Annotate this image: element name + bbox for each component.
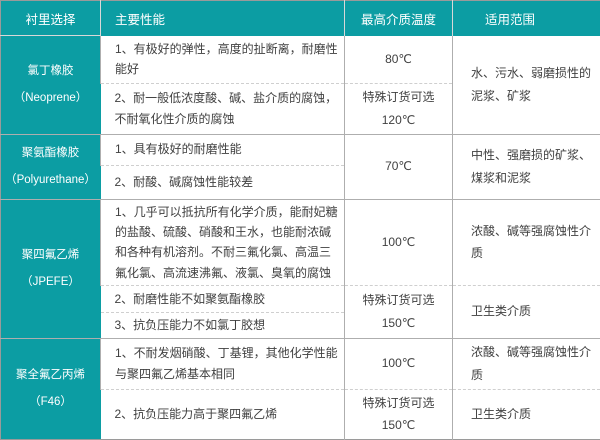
table-row: 聚四氟乙烯 （JPEFE）1、几乎可以抵抗所有化学介质，能耐妃糖 的盐酸、硫酸、…: [1, 199, 600, 286]
performance-cell: 3、抗负压能力不如氯丁胶想: [101, 313, 345, 338]
temperature-cell: 80℃: [345, 36, 453, 84]
temperature-cell: 特殊订货可选 120℃: [345, 84, 453, 135]
range-cell: 浓酸、碱等强腐蚀性介 质: [453, 199, 600, 286]
range-cell: 卫生类介质: [453, 389, 600, 440]
header-main-performance: 主要性能: [101, 1, 345, 36]
material-cell: 聚四氟乙烯 （JPEFE）: [1, 199, 101, 338]
performance-cell: 2、耐一般低浓度酸、碱、盐介质的腐蚀， 不耐氧化性介质的腐蚀: [101, 84, 345, 135]
temperature-cell: 70℃: [345, 134, 453, 199]
performance-cell: 1、不耐发烟硝酸、丁基锂，其他化学性能 与聚四氟乙烯基本相同: [101, 338, 345, 389]
material-cell: 聚氨酯橡胶 （Polyurethane）: [1, 134, 101, 199]
performance-cell: 2、抗负压能力高于聚四氟乙烯: [101, 389, 345, 440]
temperature-cell: 100℃: [345, 338, 453, 389]
range-cell: 浓酸、碱等强腐蚀性介 质: [453, 338, 600, 389]
material-cell: 聚全氟乙丙烯 （F46）: [1, 338, 101, 440]
header-max-medium-temperature: 最高介质温度: [345, 1, 453, 36]
temperature-cell: 特殊订货可选 150℃: [345, 389, 453, 440]
performance-cell: 1、几乎可以抵抗所有化学介质，能耐妃糖 的盐酸、硫酸、硝酸和王水，也能耐浓碱 和…: [101, 199, 345, 286]
table-header: 衬里选择 主要性能 最高介质温度 适用范围: [1, 1, 600, 36]
temperature-cell: 100℃: [345, 199, 453, 286]
range-cell: 中性、强磨损的矿浆、 煤浆和泥浆: [453, 134, 600, 199]
material-cell: 氯丁橡胶 （Neoprene）: [1, 36, 101, 135]
header-applicable-range: 适用范围: [453, 1, 600, 36]
performance-cell: 2、耐磨性能不如聚氨酯橡胶: [101, 286, 345, 313]
temperature-cell: 特殊订货可选 150℃: [345, 286, 453, 338]
range-cell: 水、污水、弱磨损性的 泥浆、矿浆: [453, 36, 600, 135]
header-row: 衬里选择 主要性能 最高介质温度 适用范围: [1, 1, 600, 36]
performance-cell: 1、具有极好的耐磨性能: [101, 134, 345, 165]
header-lining-selection: 衬里选择: [1, 1, 101, 36]
table-row: 聚全氟乙丙烯 （F46）1、不耐发烟硝酸、丁基锂，其他化学性能 与聚四氟乙烯基本…: [1, 338, 600, 389]
range-cell: 卫生类介质: [453, 286, 600, 338]
performance-cell: 2、耐酸、碱腐蚀性能较差: [101, 165, 345, 199]
lining-selection-table-page: 衬里选择 主要性能 最高介质温度 适用范围 氯丁橡胶 （Neoprene）1、有…: [0, 0, 600, 427]
performance-cell: 1、有极好的弹性，高度的扯断离，耐磨性 能好: [101, 36, 345, 84]
